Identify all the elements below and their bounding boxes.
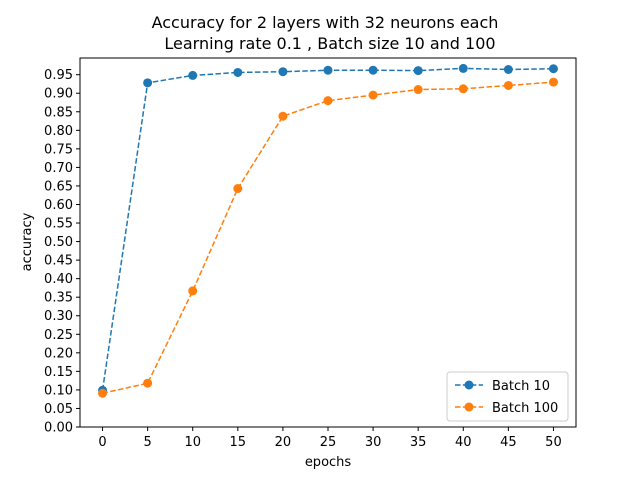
y-tick-label: 0.15 [44, 365, 73, 380]
series-layer [98, 63, 558, 398]
chart-subtitle: Learning rate 0.1 , Batch size 10 and 10… [164, 34, 495, 53]
legend-box [446, 371, 569, 422]
data-point-batch-100 [278, 111, 288, 121]
data-point-batch-10 [323, 65, 333, 75]
legend-marker-batch-100 [464, 402, 474, 412]
data-point-batch-100 [413, 85, 423, 95]
y-axis-ticks: 0.00 0.05 0.10 0.15 0.20 0.25 0.30 0.35 0.40 0.45… [44, 68, 80, 436]
x-axis-label: epochs [305, 455, 352, 470]
data-point-batch-100 [458, 84, 468, 94]
y-tick-label: 0.55 [44, 217, 73, 232]
chart-title: Accuracy for 2 layers with 32 neurons ea… [152, 13, 499, 32]
x-tick-label: 40 [455, 435, 472, 450]
y-tick-label: 0.60 [44, 198, 73, 213]
data-point-batch-100 [368, 90, 378, 100]
data-point-batch-10 [413, 66, 423, 76]
y-tick-label: 0.10 [44, 383, 73, 398]
data-point-batch-100 [188, 286, 198, 296]
x-tick-label: 30 [365, 435, 382, 450]
y-tick-label: 0.20 [44, 346, 73, 361]
y-tick-label: 0.95 [44, 68, 73, 83]
data-point-batch-10 [188, 70, 198, 80]
x-axis-ticks: 0 5 10 15 20 25 30 35 40 45 50 [98, 427, 562, 450]
x-tick-label: 15 [230, 435, 247, 450]
legend-label-batch-100: Batch 100 [492, 401, 558, 416]
x-tick-label: 45 [500, 435, 517, 450]
x-tick-label: 0 [98, 435, 106, 450]
x-tick-label: 35 [410, 435, 427, 450]
y-tick-label: 0.85 [44, 105, 73, 120]
legend: Batch 10 Batch 100 [446, 371, 569, 422]
series-line-batch-100 [102, 81, 554, 394]
legend-label-batch-10: Batch 10 [492, 379, 550, 394]
data-point-batch-100 [233, 184, 243, 194]
data-point-batch-10 [143, 78, 153, 88]
plot-area [79, 57, 577, 428]
data-point-batch-100 [98, 388, 108, 398]
y-tick-label: 0.40 [44, 272, 73, 287]
x-tick-label: 50 [545, 435, 562, 450]
legend-marker-batch-10 [464, 380, 474, 390]
x-tick-label: 20 [275, 435, 292, 450]
data-point-batch-10 [233, 67, 243, 77]
x-tick-label: 5 [143, 435, 151, 450]
data-point-batch-10 [278, 67, 288, 77]
y-axis-label: accuracy [20, 212, 35, 271]
data-point-batch-100 [143, 378, 153, 388]
x-tick-label: 10 [184, 435, 201, 450]
x-tick-label: 25 [320, 435, 337, 450]
y-tick-label: 0.00 [44, 421, 73, 436]
y-tick-label: 0.35 [44, 291, 73, 306]
data-point-batch-10 [458, 63, 468, 73]
y-tick-label: 0.25 [44, 328, 73, 343]
data-point-batch-10 [548, 64, 558, 74]
y-tick-label: 0.05 [44, 402, 73, 417]
y-tick-label: 0.70 [44, 161, 73, 176]
y-tick-label: 0.65 [44, 179, 73, 194]
data-point-batch-100 [548, 77, 558, 87]
y-tick-label: 0.30 [44, 309, 73, 324]
data-point-batch-100 [503, 80, 513, 90]
y-tick-label: 0.90 [44, 87, 73, 102]
data-point-batch-10 [503, 64, 513, 74]
data-point-batch-10 [368, 65, 378, 75]
y-tick-label: 0.50 [44, 235, 73, 250]
y-tick-label: 0.75 [44, 142, 73, 157]
data-point-batch-100 [323, 96, 333, 106]
y-tick-label: 0.80 [44, 124, 73, 139]
y-tick-label: 0.45 [44, 254, 73, 269]
